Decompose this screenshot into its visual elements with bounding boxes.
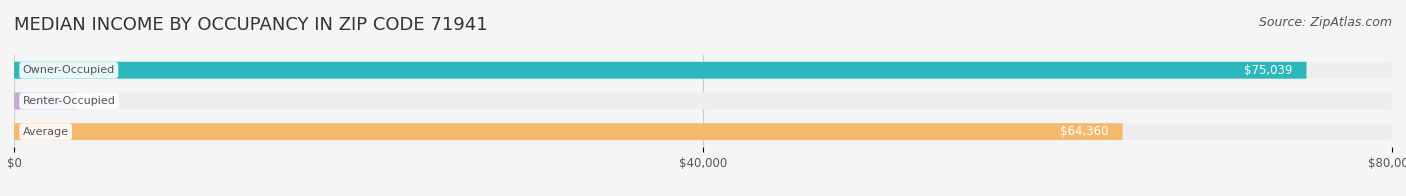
Text: MEDIAN INCOME BY OCCUPANCY IN ZIP CODE 71941: MEDIAN INCOME BY OCCUPANCY IN ZIP CODE 7… — [14, 16, 488, 34]
FancyBboxPatch shape — [14, 123, 1122, 140]
Text: Owner-Occupied: Owner-Occupied — [22, 65, 115, 75]
Text: Renter-Occupied: Renter-Occupied — [22, 96, 115, 106]
Text: $0: $0 — [90, 94, 104, 107]
FancyBboxPatch shape — [14, 93, 76, 109]
Text: $75,039: $75,039 — [1244, 64, 1292, 77]
FancyBboxPatch shape — [14, 62, 1306, 79]
FancyBboxPatch shape — [14, 93, 1392, 109]
FancyBboxPatch shape — [14, 62, 1392, 79]
FancyBboxPatch shape — [14, 123, 1392, 140]
Text: Average: Average — [22, 127, 69, 137]
Text: Source: ZipAtlas.com: Source: ZipAtlas.com — [1258, 16, 1392, 29]
Text: $64,360: $64,360 — [1060, 125, 1109, 138]
